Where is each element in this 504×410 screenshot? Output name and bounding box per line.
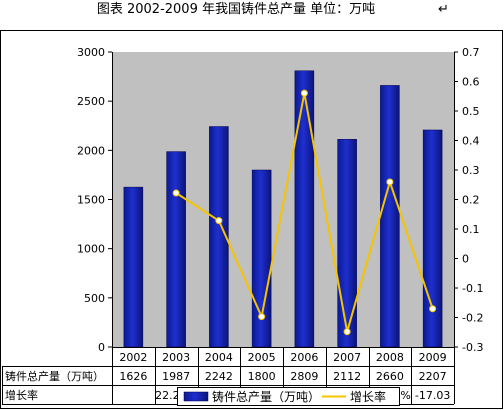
x-tick-label: 2005 (248, 351, 276, 364)
table-cell: 2112 (333, 370, 361, 383)
table-cell: 2809 (290, 370, 318, 383)
y-right-tick-label: 0 (462, 253, 469, 266)
growth-rate-point (344, 329, 350, 335)
bar (252, 170, 271, 347)
bar (167, 152, 186, 347)
x-tick-label: 2003 (162, 351, 190, 364)
bar (380, 85, 399, 347)
y-right-tick-label: 0.3 (462, 164, 480, 177)
y-right-tick-label: 0.1 (462, 223, 480, 236)
legend-bar-label: 铸件总产量（万吨） (212, 389, 320, 404)
table-cell: 2207 (419, 370, 447, 383)
chart-title-mark: ↵ (438, 2, 449, 17)
y-right-tick-label: 0.7 (462, 46, 480, 59)
y-right-tick-label: 0.4 (462, 135, 480, 148)
legend-bar-swatch (184, 392, 208, 401)
table-cell: -17.03 (415, 389, 450, 402)
growth-rate-point (173, 190, 179, 196)
y-left-tick-label: 2500 (77, 95, 105, 108)
chart-title: 图表 2002-2009 年我国铸件总产量 单位：万吨 (97, 1, 375, 17)
y-left-tick-label: 1500 (77, 194, 105, 207)
table-row-label: 铸件总产量（万吨） (5, 369, 104, 383)
y-right-tick-label: 0.5 (462, 105, 480, 118)
y-right-tick-label: -0.1 (462, 282, 483, 295)
growth-rate-point (259, 314, 265, 320)
table-cell: 1626 (119, 370, 147, 383)
bar (124, 187, 143, 347)
y-right-tick-label: -0.3 (462, 341, 483, 354)
table-cell: 1800 (248, 370, 276, 383)
y-left-tick-label: 500 (84, 292, 105, 305)
x-tick-label: 2002 (119, 351, 147, 364)
plot-area (112, 52, 454, 347)
bar (295, 71, 314, 347)
y-left-tick-label: 1000 (77, 243, 105, 256)
x-tick-label: 2006 (290, 351, 318, 364)
x-tick-label: 2004 (205, 351, 233, 364)
y-right-tick-label: 0.6 (462, 76, 480, 89)
y-left-tick-label: 0 (98, 341, 105, 354)
growth-rate-point (387, 179, 393, 185)
table-cell: 2660 (376, 370, 404, 383)
growth-rate-point (301, 90, 307, 96)
y-right-tick-label: -0.2 (462, 312, 483, 325)
bar (423, 130, 442, 347)
growth-rate-point (430, 306, 436, 312)
bar (338, 139, 357, 347)
x-tick-label: 2007 (333, 351, 361, 364)
y-left-tick-label: 3000 (77, 46, 105, 59)
y-left-tick-label: 2000 (77, 144, 105, 157)
table-cell: 2242 (205, 370, 233, 383)
x-tick-label: 2009 (419, 351, 447, 364)
table-row-label: 增长率 (5, 388, 38, 402)
x-tick-label: 2008 (376, 351, 404, 364)
growth-rate-point (216, 218, 222, 224)
legend-line-label: 增长率 (350, 389, 386, 404)
table-cell: 1987 (162, 370, 190, 383)
y-right-tick-label: 0.2 (462, 194, 480, 207)
